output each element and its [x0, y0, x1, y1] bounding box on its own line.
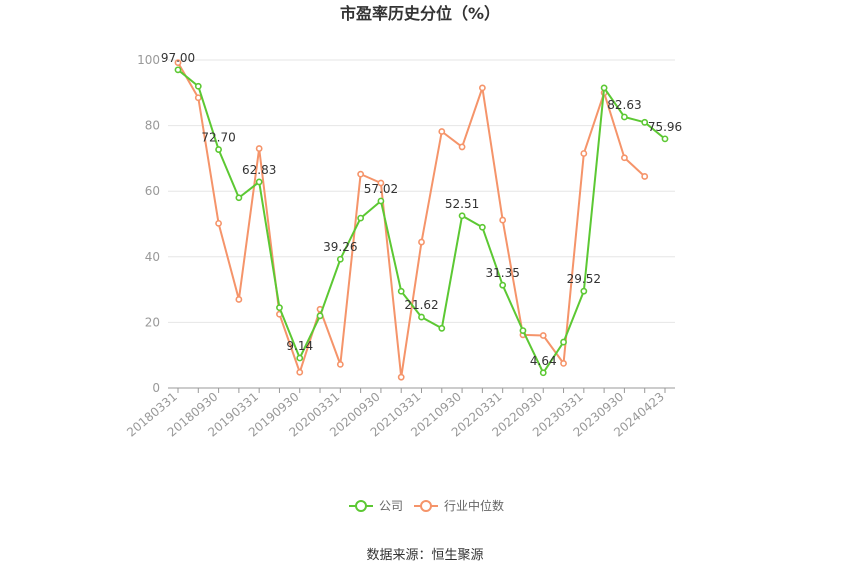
data-label: 31.35	[485, 266, 519, 280]
data-point[interactable]	[336, 255, 344, 263]
data-point[interactable]	[560, 338, 567, 346]
data-point[interactable]	[174, 59, 182, 67]
data-label: 39.26	[323, 240, 357, 254]
data-point[interactable]	[499, 281, 507, 289]
data-label: 97.00	[161, 51, 195, 65]
y-tick-label: 80	[145, 119, 160, 133]
y-tick-label: 60	[145, 184, 160, 198]
y-tick-label: 0	[152, 381, 160, 395]
data-point[interactable]	[296, 354, 304, 362]
data-point[interactable]	[316, 312, 324, 320]
data-label: 72.70	[201, 131, 235, 145]
series-line	[177, 69, 666, 374]
legend-item-company[interactable]: 公司	[349, 499, 403, 513]
x-axis: 2018033120180930201903312019093020200331…	[124, 387, 675, 440]
source-note: 数据来源：恒生聚源	[366, 548, 483, 563]
data-point[interactable]	[621, 113, 628, 121]
data-point[interactable]	[499, 216, 507, 224]
data-point[interactable]	[580, 287, 588, 295]
data-point[interactable]	[438, 324, 446, 332]
data-point[interactable]	[478, 223, 486, 231]
legend-marker	[420, 500, 432, 512]
data-point[interactable]	[397, 287, 405, 295]
data-point[interactable]	[377, 197, 385, 205]
y-tick-label: 100	[137, 53, 160, 67]
data-point[interactable]	[397, 373, 405, 381]
series-industry-median	[174, 59, 649, 381]
series-company	[174, 66, 669, 377]
y-axis: 0 20 40 60 80 100	[137, 53, 160, 395]
data-point[interactable]	[296, 368, 304, 376]
series-line	[177, 62, 646, 379]
data-point[interactable]	[641, 173, 649, 180]
data-point[interactable]	[539, 332, 547, 339]
data-point[interactable]	[418, 238, 425, 246]
data-label: 21.62	[404, 298, 438, 312]
data-point[interactable]	[580, 150, 588, 157]
data-point[interactable]	[215, 146, 222, 153]
data-label: 62.83	[242, 163, 276, 177]
y-tick-label: 20	[145, 315, 160, 329]
data-label: 9.14	[286, 339, 313, 353]
data-label: 29.52	[567, 272, 601, 286]
legend[interactable]: 公司 行业中位数	[349, 498, 504, 513]
data-point[interactable]	[357, 214, 365, 222]
data-point[interactable]	[539, 369, 547, 377]
data-label: 82.63	[607, 98, 641, 112]
data-labels: 97.00 72.70 62.83 9.14 39.26 57.02 21.62 52.51 3…	[161, 51, 682, 368]
legend-item-industry-median[interactable]: 行业中位数	[414, 498, 504, 513]
data-point[interactable]	[276, 304, 283, 312]
data-label: 57.02	[364, 182, 398, 196]
data-point[interactable]	[336, 360, 344, 368]
data-point[interactable]	[255, 145, 263, 152]
data-point[interactable]	[600, 84, 608, 92]
data-point[interactable]	[458, 143, 466, 151]
data-point[interactable]	[458, 212, 466, 220]
data-point[interactable]	[194, 82, 202, 90]
data-point[interactable]	[235, 296, 243, 303]
data-label: 75.96	[648, 120, 682, 134]
data-point[interactable]	[438, 128, 446, 135]
data-point[interactable]	[560, 359, 567, 367]
chart-title: 市盈率历史分位（%）	[340, 4, 500, 23]
data-point[interactable]	[174, 66, 182, 74]
data-point[interactable]	[641, 118, 649, 126]
y-tick-label: 40	[145, 250, 160, 264]
data-point[interactable]	[255, 178, 263, 186]
data-point[interactable]	[418, 313, 425, 321]
data-point[interactable]	[377, 179, 385, 187]
data-point[interactable]	[215, 219, 222, 227]
data-point[interactable]	[357, 170, 365, 178]
legend-label: 公司	[379, 499, 403, 513]
series-layer	[174, 59, 669, 381]
legend-marker	[355, 500, 367, 512]
data-point[interactable]	[621, 154, 628, 162]
data-point[interactable]	[478, 84, 486, 92]
data-point[interactable]	[519, 327, 527, 334]
data-point[interactable]	[661, 135, 669, 143]
data-point[interactable]	[235, 194, 243, 202]
data-point[interactable]	[194, 94, 202, 102]
data-label: 4.64	[530, 354, 557, 368]
data-label: 52.51	[445, 197, 479, 211]
legend-label: 行业中位数	[444, 498, 504, 513]
